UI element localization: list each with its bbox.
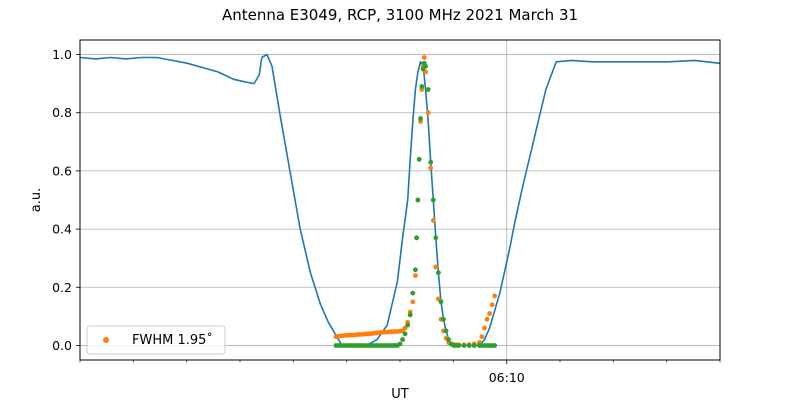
scatter-point-2 [414, 235, 419, 241]
scatter-point-2 [425, 87, 431, 92]
scatter-point-1 [482, 325, 487, 331]
scatter-point-2 [430, 197, 436, 203]
y-tick-label: 0.6 [52, 163, 72, 178]
scatter-point-2 [397, 341, 403, 347]
y-tick-label: 0.2 [52, 280, 72, 295]
scatter-point-2 [416, 156, 422, 162]
scatter-point-1 [413, 273, 418, 278]
scatter-point-1 [425, 110, 431, 116]
scatter-point-1 [479, 334, 485, 340]
scatter-point-2 [446, 337, 451, 342]
scatter-point-2 [400, 337, 405, 342]
scatter-point-1 [487, 311, 492, 316]
x-axis-label: UT [391, 387, 409, 400]
series-group [80, 53, 720, 348]
scatter-point-2 [423, 63, 428, 69]
x-tick-label: 06:10 [489, 370, 525, 385]
scatter-point-2 [413, 267, 418, 273]
scatter-point-2 [461, 343, 467, 348]
scatter-point-1 [421, 55, 427, 60]
legend-label-fwhm: FWHM 1.95˚ [132, 332, 213, 348]
y-tick-label: 0.8 [52, 105, 72, 120]
scatter-point-2 [419, 84, 425, 89]
scatter-point-1 [433, 264, 439, 270]
scatter-point-2 [415, 197, 421, 203]
plot-frame [79, 39, 721, 361]
scatter-point-1 [430, 218, 436, 223]
y-tick-label: 0.0 [52, 338, 72, 353]
scatter-point-2 [471, 343, 477, 348]
legend-marker-fwhm [103, 337, 109, 343]
scatter-point-2 [466, 343, 472, 348]
scatter-point-2 [410, 290, 416, 296]
scatter-point-2 [443, 328, 449, 334]
series-line-0 [80, 53, 720, 347]
y-tick-label: 0.4 [52, 222, 72, 237]
scatter-point-1 [484, 316, 490, 322]
scatter-point-2 [438, 299, 444, 305]
legend-box [86, 325, 226, 355]
scatter-point-2 [456, 343, 462, 348]
scatter-point-2 [405, 322, 411, 328]
scatter-point-2 [436, 270, 441, 276]
scatter-point-1 [492, 293, 498, 299]
scatter-point-2 [402, 331, 408, 337]
scatter-point-1 [428, 165, 434, 171]
scatter-point-2 [418, 116, 423, 121]
y-axis-label: a.u. [29, 188, 44, 212]
scatter-point-2 [428, 159, 434, 165]
chart-title: Antenna E3049, RCP, 3100 MHz 2021 March … [222, 6, 578, 24]
y-tick-label: 1.0 [52, 47, 72, 62]
scatter-point-1 [410, 299, 416, 305]
scatter-point-2 [433, 235, 439, 241]
legend: FWHM 1.95˚ [86, 325, 226, 355]
scatter-point-2 [441, 316, 446, 322]
scatter-point-2 [492, 343, 498, 348]
ticks: 0.0 0.2 0.4 0.6 0.8 1.0 06:10 [52, 47, 721, 385]
scatter-point-1 [489, 302, 495, 308]
scatter-point-2 [407, 312, 413, 318]
